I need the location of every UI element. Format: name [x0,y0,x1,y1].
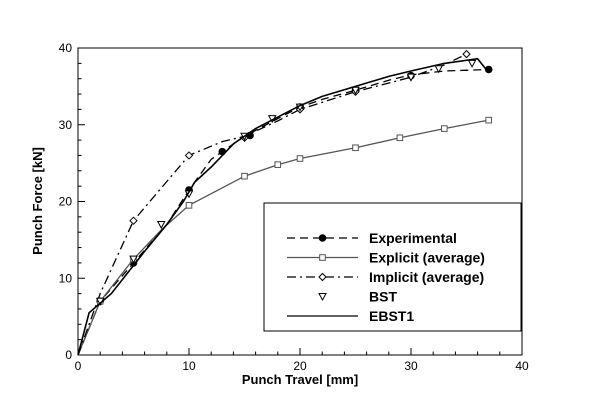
data-point-explicit-average [352,144,359,152]
data-point-bst [467,59,477,68]
x-tick-label: 10 [182,359,196,373]
legend-label: BST [369,289,397,305]
legend-box [263,202,522,332]
series-line-ebst1 [77,57,490,356]
series-ebst1 [77,57,490,356]
legend: Experimental Explicit (average) Implicit (… [263,202,522,332]
series-line-implicit-average [77,53,467,356]
data-point-explicit-average [441,125,448,132]
legend-entry-implicit-average: Implicit (average) [287,269,484,285]
data-point-bst [129,255,138,264]
legend-label: EBST1 [369,308,414,324]
axis-ticks: 0 10 20 30 40 0 10 20 30 40 [59,41,529,373]
legend-entry-bst: BST [318,289,397,305]
legend-entry-ebst1: EBST1 [287,308,414,324]
data-point-explicit-average [185,202,193,209]
series-line-explicit-average [77,119,489,356]
legend-label: Experimental [369,230,457,246]
legend-swatch-marker [318,293,327,302]
data-point-bst [406,73,416,82]
data-point-explicit-average [296,155,304,162]
series-layer [77,49,493,356]
legend-label: Implicit (average) [369,269,484,285]
data-point-explicit-average [485,116,492,124]
legend-entry-explicit-average: Explicit (average) [287,250,485,266]
data-point-implicit-average [184,151,194,160]
x-tick-label: 40 [515,359,529,373]
x-tick-label: 30 [404,359,418,373]
legend-swatch-marker [319,254,326,261]
data-point-implicit-average [462,49,471,59]
y-axis-label: Punch Force [kN] [30,147,45,255]
y-tick-label: 10 [59,271,73,285]
legend-entry-experimental: Experimental [287,230,457,246]
data-point-implicit-average [129,216,138,225]
x-tick-label: 20 [293,359,307,373]
y-tick-label: 30 [59,118,73,132]
legend-swatch-marker [318,234,327,242]
data-point-explicit-average [241,172,248,180]
legend-label: Explicit (average) [369,250,485,266]
data-point-bst [434,65,444,74]
series-line-experimental [77,68,489,356]
y-tick-label: 40 [59,41,73,55]
y-tick-label: 20 [59,195,73,209]
x-tick-label: 0 [75,359,82,373]
data-point-bst [156,221,166,230]
data-point-explicit-average [396,134,404,142]
x-axis-label: Punch Travel [mm] [242,372,358,387]
legend-entries: Experimental Explicit (average) Implicit (… [287,230,485,324]
data-point-explicit-average [274,161,282,168]
y-tick-label: 0 [65,348,72,362]
legend-swatch-marker [318,272,327,282]
